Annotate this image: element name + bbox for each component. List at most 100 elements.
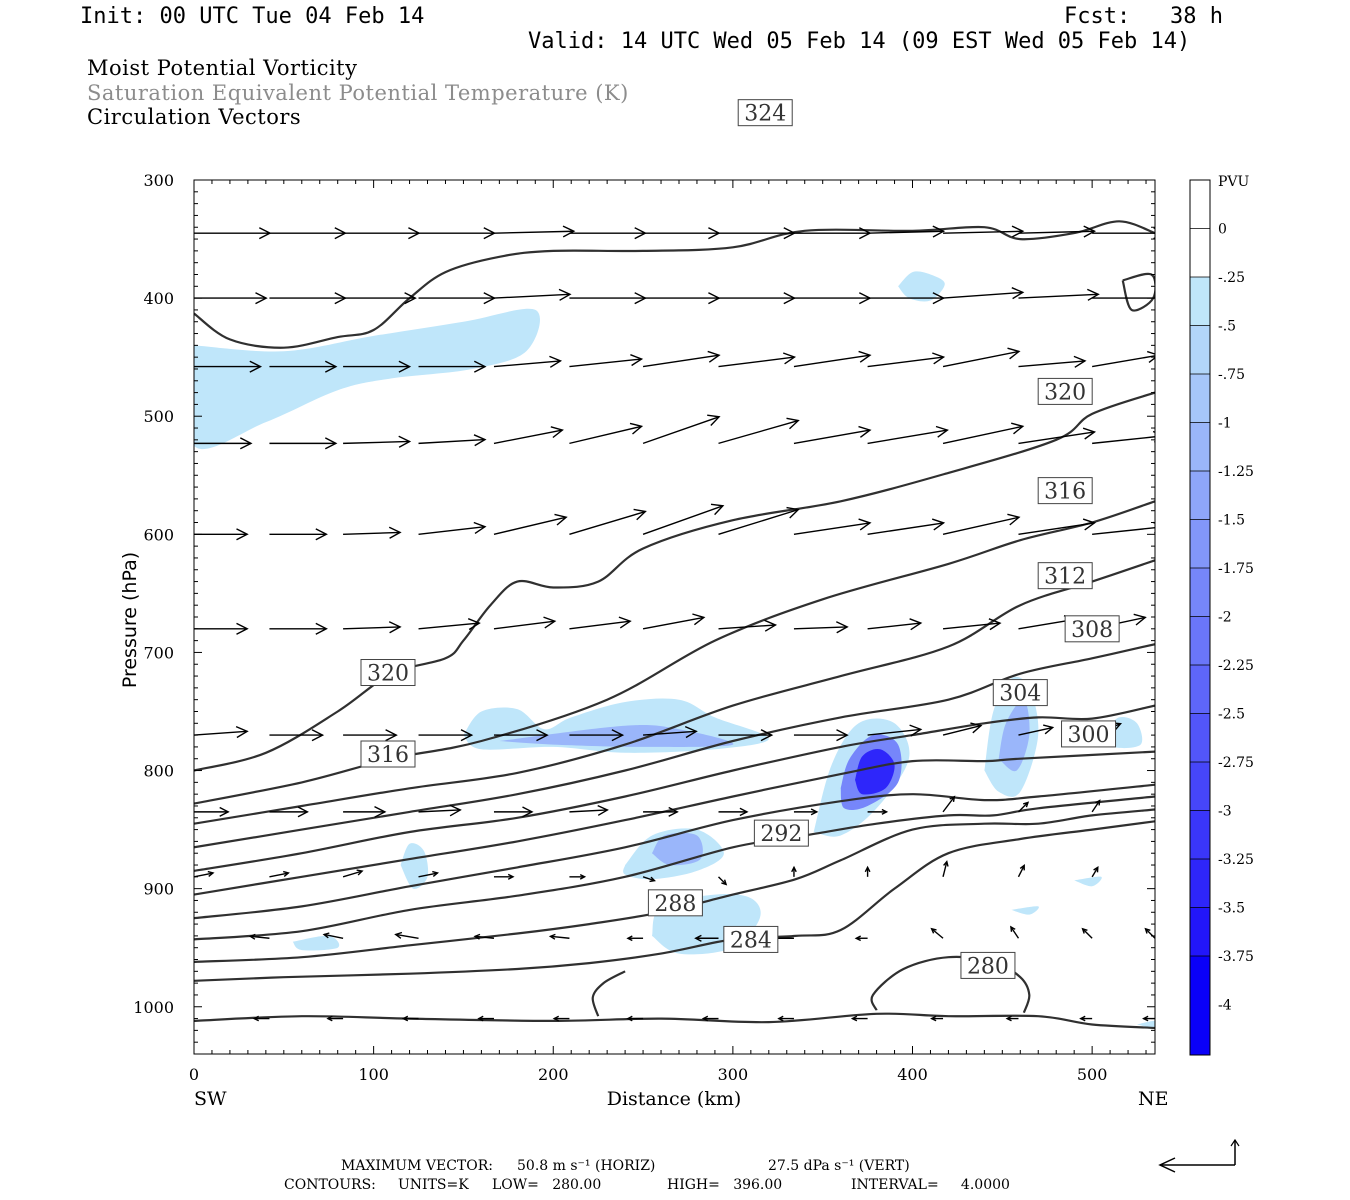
circulation-vector xyxy=(418,618,481,631)
colorbar-label: -2.75 xyxy=(1218,755,1254,771)
vector-shaft xyxy=(1018,230,1095,234)
circulation-vector xyxy=(791,865,797,877)
circulation-vector xyxy=(418,434,487,447)
contour-label: 308 xyxy=(1064,615,1120,643)
circulation-vector xyxy=(194,870,215,878)
vector-head xyxy=(1082,518,1097,531)
circulation-vector xyxy=(1018,518,1097,536)
vector-head xyxy=(782,352,797,365)
vector-shaft xyxy=(1010,926,1020,939)
contour-label-text: 316 xyxy=(1044,480,1086,505)
vector-head xyxy=(552,1015,560,1022)
vector-head xyxy=(183,1016,188,1021)
circulation-vector xyxy=(793,808,819,816)
circulation-vector xyxy=(1018,724,1055,736)
endpoint-ne: NE xyxy=(1138,1088,1169,1110)
pv-region xyxy=(855,748,895,795)
axes: 0 100 200 300 400 500 300 400 500 600 700 800 900 100… xyxy=(133,171,1155,1084)
vector-head xyxy=(1087,288,1100,301)
circulation-vector xyxy=(477,1015,494,1022)
vector-head xyxy=(297,806,309,818)
colorbar-segment xyxy=(1190,374,1210,423)
vector-shaft xyxy=(194,872,214,878)
contour-label-text: 288 xyxy=(654,892,696,917)
vector-shaft xyxy=(418,622,480,630)
circulation-vector xyxy=(942,795,956,813)
circulation-vector xyxy=(269,622,328,635)
circulation-vector xyxy=(194,360,263,373)
colorbar-segment xyxy=(1190,519,1210,568)
contour-label-text: 280 xyxy=(967,954,1009,979)
vector-shaft xyxy=(943,230,1023,234)
x-tick-label: 300 xyxy=(718,1065,749,1084)
circulation-vector xyxy=(569,729,625,742)
vector-head xyxy=(760,729,774,742)
circulation-vector xyxy=(718,227,797,240)
vector-head xyxy=(701,1015,709,1022)
vector-head xyxy=(356,869,364,876)
circulation-vector xyxy=(401,1015,419,1022)
contours-units: UNITS=K xyxy=(398,1177,469,1193)
contour-line xyxy=(194,391,1155,772)
colorbar-label: -3.25 xyxy=(1218,852,1254,868)
contour-label: 300 xyxy=(1061,720,1117,748)
vector-shaft xyxy=(1091,800,1101,813)
circulation-vector xyxy=(1091,865,1099,878)
vector-head xyxy=(949,795,956,803)
circulation-vector xyxy=(942,513,1021,536)
vector-head xyxy=(1133,613,1147,626)
vector-shaft xyxy=(418,809,461,813)
circulation-vector xyxy=(194,806,230,817)
vector-head xyxy=(931,518,946,531)
contour-label-text: 308 xyxy=(1071,618,1113,643)
circulation-vector xyxy=(930,927,944,939)
circulation-vector xyxy=(569,508,647,535)
vector-head xyxy=(326,1015,333,1022)
vector-head xyxy=(1079,1015,1086,1022)
circulation-vector xyxy=(473,933,495,940)
circulation-vector xyxy=(718,352,797,368)
title-pv: Moist Potential Vorticity xyxy=(87,56,358,80)
circulation-vector xyxy=(694,934,719,942)
circulation-vector xyxy=(942,347,1021,368)
vector-head xyxy=(1011,225,1025,238)
vector-shaft xyxy=(793,626,848,630)
vector-head xyxy=(1011,287,1025,300)
contour-label-box xyxy=(753,819,809,847)
circulation-vector xyxy=(322,932,344,939)
circulation-vector xyxy=(1092,521,1155,536)
circulation-vector xyxy=(1005,1015,1019,1022)
vector-head xyxy=(460,729,474,742)
vector-shaft xyxy=(1017,801,1029,813)
vector-shaft xyxy=(867,622,921,630)
vector-shaft xyxy=(718,876,727,885)
colorbar-segment xyxy=(1190,471,1210,520)
vector-shaft xyxy=(343,531,401,536)
contour-line xyxy=(194,795,1155,941)
y-tick-label: 1000 xyxy=(133,998,174,1017)
vector-shaft xyxy=(793,522,871,536)
pv-shading-layer xyxy=(194,271,1155,1029)
circulation-vector xyxy=(194,725,249,739)
vector-shaft xyxy=(569,425,642,445)
circulation-vector xyxy=(626,935,644,942)
circulation-vector xyxy=(1154,810,1155,812)
y-tick-label: 600 xyxy=(143,525,174,544)
vector-head xyxy=(207,870,215,877)
circulation-vector xyxy=(269,292,347,305)
circulation-vector xyxy=(418,729,474,742)
circulation-vector xyxy=(269,729,325,742)
vector-head xyxy=(255,292,268,305)
vector-head xyxy=(721,879,728,886)
circulation-vector xyxy=(1079,1015,1093,1022)
circulation-vector xyxy=(718,807,749,817)
contour-label-text: 292 xyxy=(760,822,802,847)
circulation-vector xyxy=(1091,799,1101,813)
vector-head xyxy=(385,729,398,742)
vector-shaft xyxy=(718,624,776,630)
colorbar-label: -4 xyxy=(1218,998,1232,1014)
pv-region xyxy=(1074,876,1102,887)
vector-head xyxy=(1083,225,1097,238)
circulation-vector xyxy=(342,869,364,878)
circulation-vector xyxy=(252,1015,270,1022)
